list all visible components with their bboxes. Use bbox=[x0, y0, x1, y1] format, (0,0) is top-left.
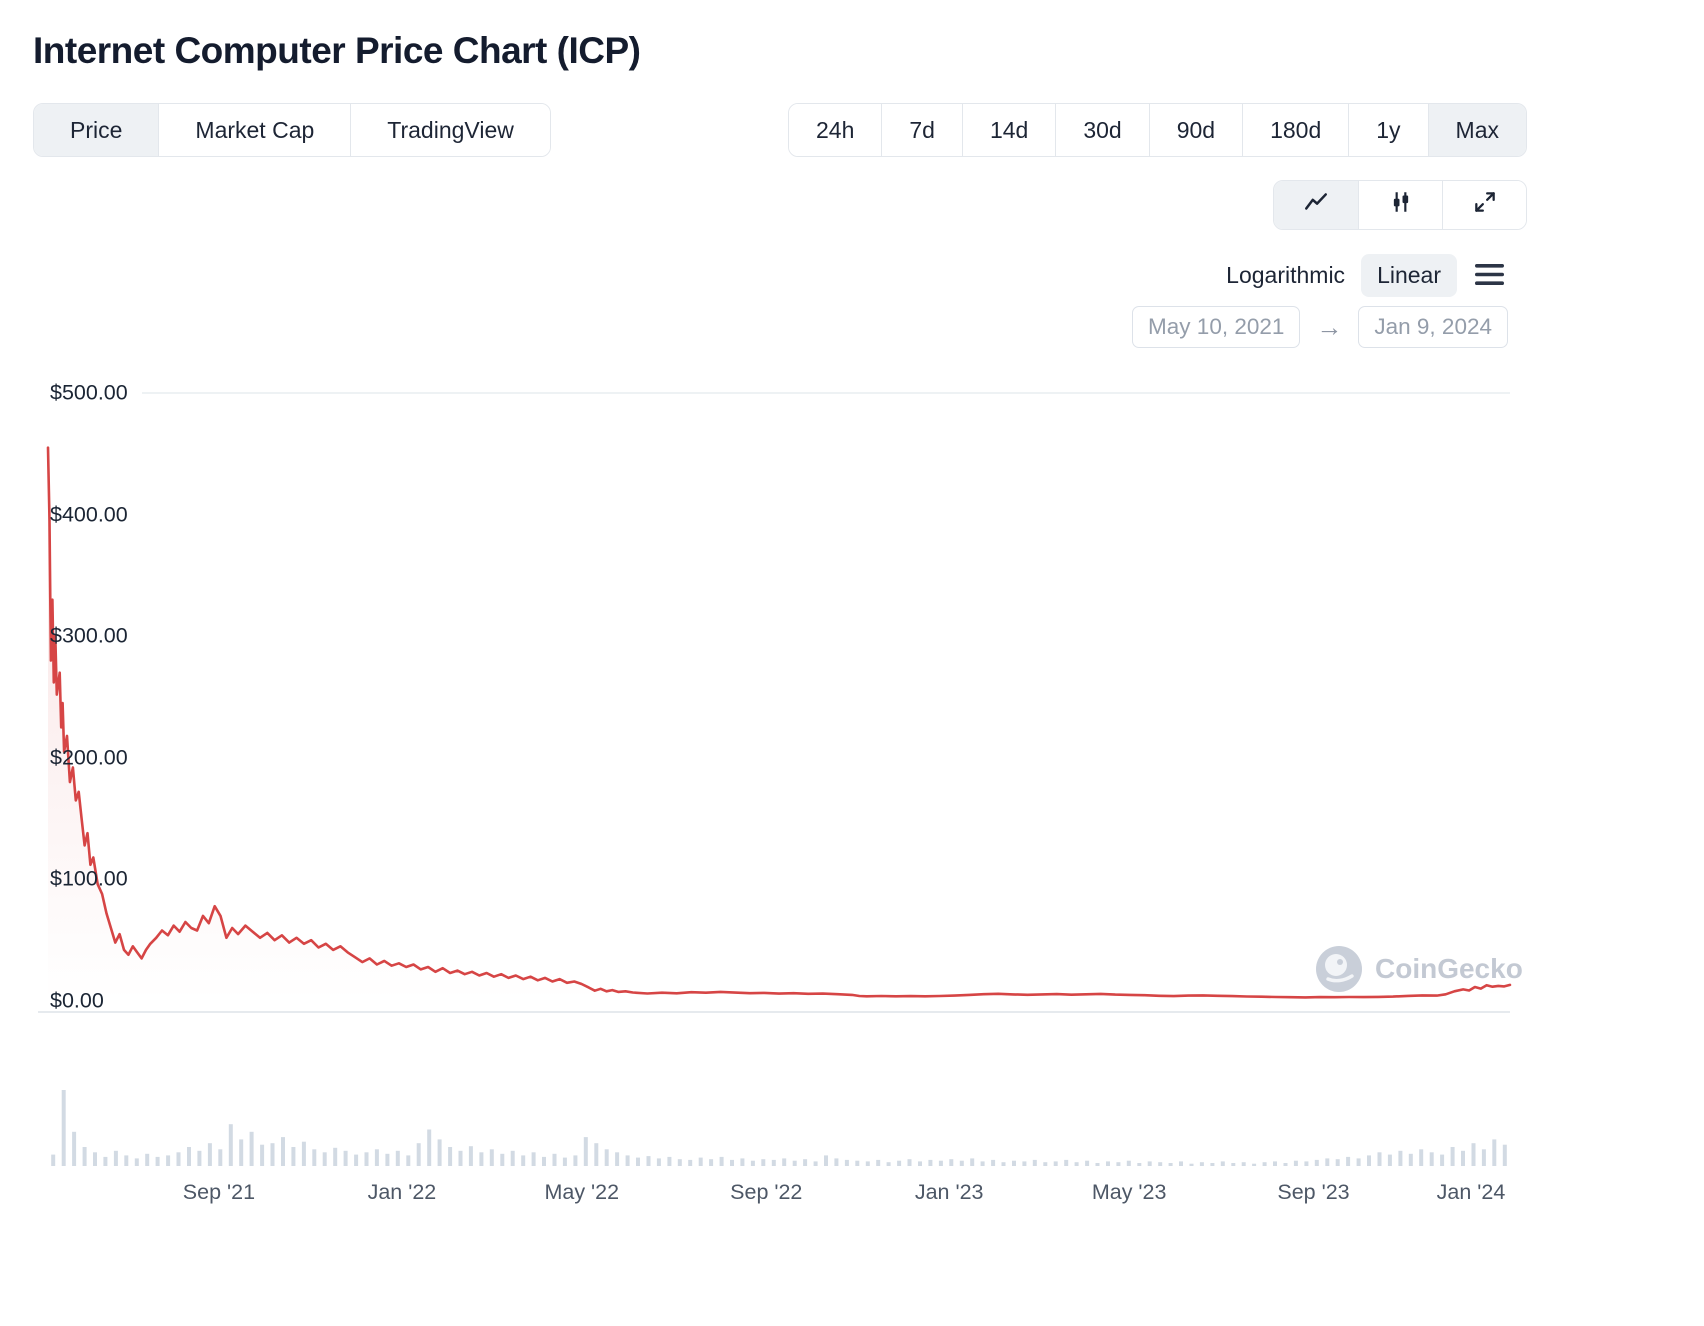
x-axis-label: Sep '21 bbox=[182, 1180, 256, 1204]
candlestick-icon bbox=[1388, 189, 1414, 221]
y-axis-label: $200.00 bbox=[50, 745, 128, 770]
line-chart-button[interactable] bbox=[1274, 181, 1358, 229]
chart-gridlines bbox=[38, 392, 1510, 1013]
range-30d-button[interactable]: 30d bbox=[1055, 104, 1149, 156]
x-axis-label: Jan '22 bbox=[367, 1180, 437, 1204]
line-chart-icon bbox=[1303, 189, 1329, 221]
time-range-group: 24h 7d 14d 30d 90d 180d 1y Max bbox=[787, 103, 1527, 157]
date-range-row: May 10, 2021 → Jan 9, 2024 bbox=[1132, 306, 1508, 348]
chart-style-group bbox=[1273, 180, 1527, 230]
price-line-series bbox=[46, 446, 1512, 1001]
y-axis-label: $500.00 bbox=[50, 380, 128, 405]
coingecko-watermark: CoinGecko bbox=[1316, 946, 1523, 992]
watermark-label: CoinGecko bbox=[1375, 953, 1523, 984]
chart-menu-button[interactable] bbox=[1473, 261, 1506, 291]
range-24h-button[interactable]: 24h bbox=[788, 104, 882, 156]
y-axis-label: $300.00 bbox=[50, 623, 128, 648]
tab-price[interactable]: Price bbox=[34, 104, 159, 156]
page-title: Internet Computer Price Chart (ICP) bbox=[33, 30, 641, 71]
date-to-input[interactable]: Jan 9, 2024 bbox=[1358, 306, 1508, 348]
range-180d-button[interactable]: 180d bbox=[1242, 104, 1349, 156]
tab-tradingview[interactable]: TradingView bbox=[350, 104, 550, 156]
volume-bars bbox=[51, 1090, 1507, 1166]
scale-toggle-row: Logarithmic Linear bbox=[1226, 254, 1506, 297]
fullscreen-button[interactable] bbox=[1442, 181, 1526, 229]
coingecko-logo-icon bbox=[1316, 946, 1362, 992]
fullscreen-icon bbox=[1472, 189, 1498, 221]
range-max-button[interactable]: Max bbox=[1427, 104, 1526, 156]
x-axis-label: Jan '23 bbox=[914, 1180, 984, 1204]
logarithmic-toggle[interactable]: Logarithmic bbox=[1226, 262, 1346, 288]
x-axis-label: Jan '24 bbox=[1436, 1180, 1506, 1204]
x-axis-label: May '23 bbox=[1091, 1180, 1167, 1204]
chart-tab-group: Price Market Cap TradingView bbox=[33, 103, 551, 157]
date-from-input[interactable]: May 10, 2021 bbox=[1132, 306, 1301, 348]
range-7d-button[interactable]: 7d bbox=[881, 104, 962, 156]
y-axis-label: $400.00 bbox=[50, 502, 128, 527]
range-1y-button[interactable]: 1y bbox=[1348, 104, 1428, 156]
price-chart-canvas[interactable] bbox=[0, 370, 1704, 1180]
range-14d-button[interactable]: 14d bbox=[961, 104, 1056, 156]
y-axis-label: $0.00 bbox=[50, 988, 104, 1013]
y-axis-label: $100.00 bbox=[50, 866, 128, 891]
tab-market-cap[interactable]: Market Cap bbox=[158, 104, 351, 156]
linear-toggle[interactable]: Linear bbox=[1361, 254, 1457, 297]
x-axis-label: Sep '22 bbox=[730, 1180, 803, 1204]
arrow-right-icon: → bbox=[1316, 312, 1343, 342]
candlestick-button[interactable] bbox=[1358, 181, 1442, 229]
x-axis-label: Sep '23 bbox=[1277, 1180, 1350, 1204]
x-axis-label: May '22 bbox=[544, 1180, 620, 1204]
range-90d-button[interactable]: 90d bbox=[1148, 104, 1243, 156]
hamburger-menu-icon bbox=[1475, 263, 1504, 289]
